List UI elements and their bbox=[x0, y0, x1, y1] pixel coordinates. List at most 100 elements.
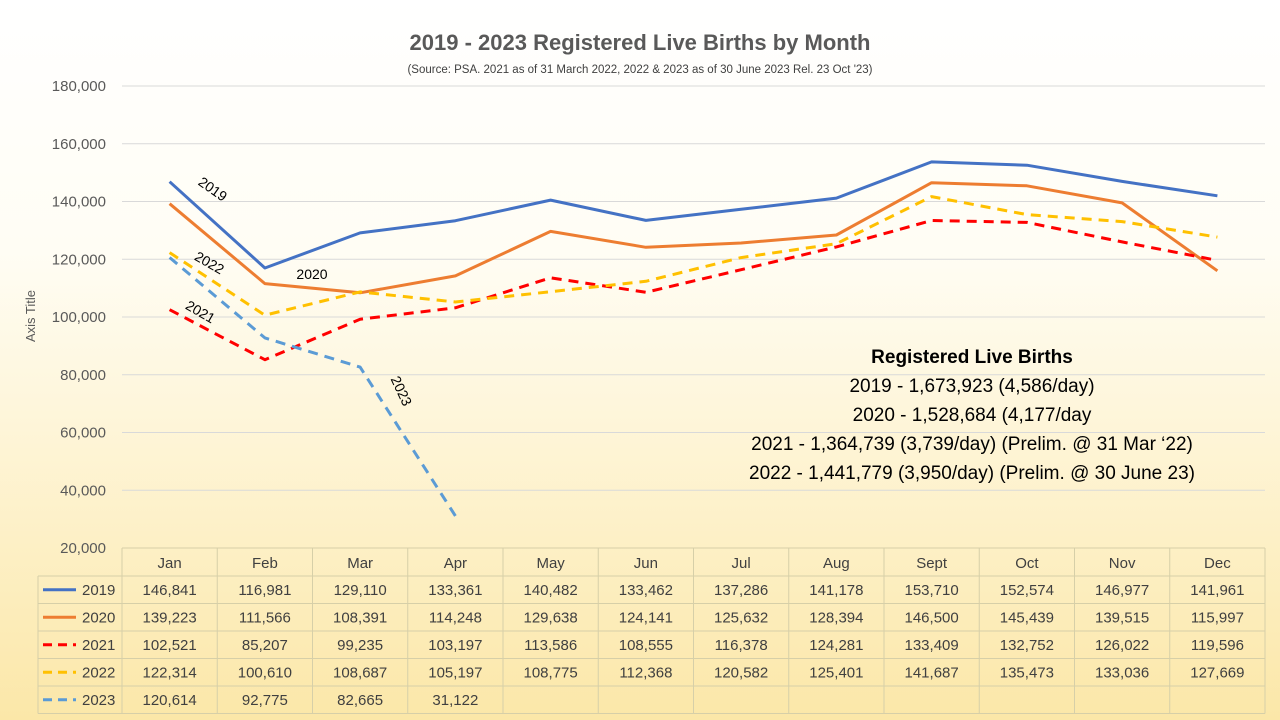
table-cell-value: 129,638 bbox=[524, 609, 578, 626]
category-label: Oct bbox=[1015, 555, 1039, 572]
table-cell-value: 145,439 bbox=[1000, 609, 1054, 626]
y-axis-title: Axis Title bbox=[23, 290, 38, 342]
category-label: May bbox=[536, 555, 565, 572]
table-cell-value: 125,401 bbox=[809, 664, 863, 681]
table-cell-value: 126,022 bbox=[1095, 637, 1149, 654]
table-cell-value: 31,122 bbox=[432, 692, 478, 709]
category-label: Apr bbox=[444, 555, 467, 572]
summary-line-2021: 2021 - 1,364,739 (3,739/day) (Prelim. @ … bbox=[751, 434, 1193, 455]
summary-line-2022: 2022 - 1,441,779 (3,950/day) (Prelim. @ … bbox=[749, 463, 1195, 484]
table-cell-value: 119,596 bbox=[1191, 637, 1244, 654]
table-cell-value: 133,036 bbox=[1095, 664, 1149, 681]
annotation-2023: 2023 bbox=[388, 373, 416, 408]
summary-box: Registered Live Births 2019 - 1,673,923 … bbox=[749, 347, 1195, 484]
y-tick-label: 60,000 bbox=[60, 425, 106, 442]
series-line-2019 bbox=[168, 160, 1218, 270]
annotation-2020: 2020 bbox=[296, 266, 327, 282]
table-cell-value: 115,997 bbox=[1191, 609, 1244, 626]
table-cell-value: 146,977 bbox=[1095, 582, 1149, 599]
series-lines bbox=[168, 160, 1219, 517]
category-label: Sept bbox=[916, 555, 948, 572]
chart-subtitle: (Source: PSA. 2021 as of 31 March 2022, … bbox=[407, 64, 872, 76]
table-cell-value: 125,632 bbox=[714, 609, 768, 626]
table-cell-value: 108,775 bbox=[524, 664, 578, 681]
table-cell-value: 92,775 bbox=[242, 692, 288, 709]
category-label: Dec bbox=[1204, 555, 1231, 572]
series-line-2020 bbox=[168, 181, 1219, 295]
table-cell-value: 105,197 bbox=[428, 664, 482, 681]
annotation-2019: 2019 bbox=[196, 173, 231, 204]
annotation-2021: 2021 bbox=[183, 297, 218, 327]
table-cell-value: 124,281 bbox=[809, 637, 863, 654]
table-cell-value: 135,473 bbox=[1000, 664, 1054, 681]
table-cell-value: 133,409 bbox=[905, 637, 959, 654]
table-cell-value: 139,223 bbox=[143, 609, 197, 626]
table-cell-value: 132,752 bbox=[1000, 637, 1054, 654]
table-cell-value: 116,981 bbox=[238, 582, 291, 599]
table-cell-value: 133,462 bbox=[619, 582, 673, 599]
category-label: Feb bbox=[252, 555, 278, 572]
table-cell-value: 82,665 bbox=[337, 692, 383, 709]
table-cell-value: 129,110 bbox=[334, 582, 387, 599]
table-cell-value: 137,286 bbox=[714, 582, 768, 599]
legend-label-2019: 2019 bbox=[82, 582, 115, 599]
category-label: Aug bbox=[823, 555, 850, 572]
table-cell-value: 140,482 bbox=[524, 582, 578, 599]
table-cell-value: 103,197 bbox=[428, 637, 482, 654]
table-cell-value: 114,248 bbox=[429, 609, 482, 626]
table-cell-value: 128,394 bbox=[809, 609, 863, 626]
table-cell-value: 141,687 bbox=[905, 664, 959, 681]
legend-label-2021: 2021 bbox=[82, 637, 115, 654]
table-cell-value: 122,314 bbox=[143, 664, 197, 681]
legend-label-2020: 2020 bbox=[82, 609, 115, 626]
legend-label-2023: 2023 bbox=[82, 692, 115, 709]
y-tick-label: 120,000 bbox=[52, 251, 106, 268]
table-cell-value: 146,500 bbox=[905, 609, 959, 626]
table-cell-value: 127,669 bbox=[1190, 664, 1244, 681]
y-tick-label: 140,000 bbox=[52, 194, 106, 211]
table-cell-value: 102,521 bbox=[143, 637, 197, 654]
category-label: Jan bbox=[158, 555, 182, 572]
table-cell-value: 108,391 bbox=[333, 609, 387, 626]
y-axis-ticks: 180,000 160,000 140,000 120,000 100,000 80,00… bbox=[52, 78, 106, 557]
table-cell-value: 124,141 bbox=[619, 609, 673, 626]
line-annotations: 2019 2020 2021 2022 2023 bbox=[183, 173, 415, 408]
table-cell-value: 112,368 bbox=[619, 664, 672, 681]
y-tick-label: 40,000 bbox=[60, 482, 106, 499]
series-line-2023 bbox=[168, 256, 457, 517]
table-cell-value: 141,961 bbox=[1190, 582, 1244, 599]
table-cell-value: 111,566 bbox=[239, 609, 291, 626]
summary-title: Registered Live Births bbox=[871, 347, 1073, 368]
table-cell-value: 120,582 bbox=[714, 664, 768, 681]
chart-title: 2019 - 2023 Registered Live Births by Mo… bbox=[410, 30, 871, 55]
summary-line-2019: 2019 - 1,673,923 (4,586/day) bbox=[849, 376, 1094, 397]
annotation-2022: 2022 bbox=[192, 248, 227, 278]
category-label: Jun bbox=[634, 555, 658, 572]
table-cell-value: 100,610 bbox=[238, 664, 292, 681]
y-tick-label: 100,000 bbox=[52, 309, 106, 326]
summary-line-2020: 2020 - 1,528,684 (4,177/day bbox=[853, 405, 1092, 426]
table-cell-value: 146,841 bbox=[143, 582, 197, 599]
table-cell-value: 152,574 bbox=[1000, 582, 1054, 599]
table-cell-value: 85,207 bbox=[242, 637, 288, 654]
legend-label-2022: 2022 bbox=[82, 664, 115, 681]
table-cell-value: 108,687 bbox=[333, 664, 387, 681]
table-cell-value: 113,586 bbox=[524, 637, 577, 654]
series-line-2021 bbox=[168, 219, 1218, 362]
table-cell-value: 116,378 bbox=[715, 637, 768, 654]
table-cell-value: 99,235 bbox=[337, 637, 383, 654]
y-tick-label: 20,000 bbox=[60, 540, 106, 557]
series-line-2022 bbox=[168, 195, 1218, 317]
table-cell-value: 153,710 bbox=[905, 582, 959, 599]
data-table: Jan Feb Mar Apr May Jun Jul Aug Sept Oct Nov Dec 201… bbox=[37, 547, 1266, 714]
table-cell-value: 139,515 bbox=[1095, 609, 1149, 626]
table-cell-value: 141,178 bbox=[809, 582, 863, 599]
category-label: Nov bbox=[1109, 555, 1136, 572]
category-label: Mar bbox=[347, 555, 373, 572]
y-tick-label: 80,000 bbox=[60, 367, 106, 384]
table-cell-value: 133,361 bbox=[428, 582, 482, 599]
y-tick-label: 160,000 bbox=[52, 136, 106, 153]
table-cell-value: 120,614 bbox=[143, 692, 197, 709]
table-cell-value: 108,555 bbox=[619, 637, 673, 654]
